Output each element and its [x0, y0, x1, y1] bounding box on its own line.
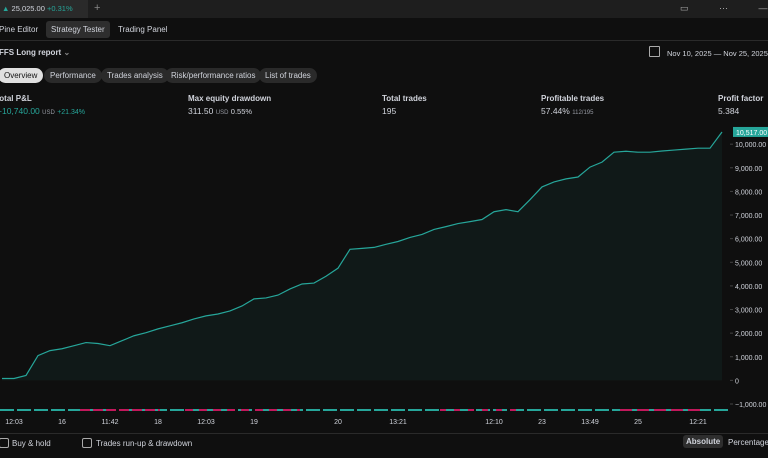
- x-tick-label: 11:42: [102, 419, 119, 425]
- tab-price: 25,025.00: [11, 4, 45, 13]
- subtab[interactable]: Risk/performance ratios: [165, 68, 262, 83]
- metric-label: Max equity drawdown: [188, 94, 272, 103]
- unit: USD: [42, 110, 55, 116]
- equity-area: [2, 131, 722, 381]
- report-title-text: FFS Long report: [0, 48, 62, 57]
- y-tick-label: 0: [735, 378, 739, 385]
- checkbox[interactable]: [0, 438, 9, 448]
- y-tick-label: 10,000.00: [735, 142, 766, 149]
- metric-label: Total trades: [382, 94, 427, 103]
- metric-value: +10,740.00 USD +21.34%: [0, 106, 85, 116]
- metric-label: Profitable trades: [541, 94, 605, 103]
- new-tab[interactable]: +: [94, 2, 101, 14]
- x-tick-label: 13:49: [581, 419, 599, 425]
- subtab[interactable]: Performance: [44, 68, 102, 83]
- y-tick-label: 7,000.00: [735, 213, 762, 220]
- y-tick-label: 1,000.00: [735, 355, 762, 362]
- calendar-icon[interactable]: [649, 46, 660, 57]
- y-tick-label: 8,000.00: [735, 189, 762, 196]
- x-tick-label: 23: [538, 419, 546, 425]
- x-tick-label: 12:10: [485, 419, 503, 425]
- toolbar-tab[interactable]: Pine Editor: [0, 25, 39, 34]
- absolute[interactable]: Absolute: [683, 435, 724, 448]
- window-controls: ▭ ⋯ —: [680, 3, 768, 13]
- x-tick-label: 12:21: [689, 419, 707, 425]
- metric-label: Total P&L: [0, 94, 32, 103]
- value: +10,740.00: [0, 106, 40, 116]
- y-tick-label: 3,000.00: [735, 308, 762, 315]
- value: 311.50: [188, 106, 214, 116]
- percentage[interactable]: Percentage: [728, 438, 768, 447]
- extra: +21.34%: [57, 109, 86, 116]
- toolbar-tab[interactable]: Strategy Tester: [46, 21, 110, 38]
- extra: 112/195: [572, 110, 594, 116]
- x-tick-label: 16: [58, 419, 66, 425]
- y-tick-label: 4,000.00: [735, 284, 762, 291]
- x-tick-label: 25: [634, 419, 642, 425]
- toolbar-tab[interactable]: Trading Panel: [118, 25, 168, 34]
- y-tick-label: 5,000.00: [735, 260, 762, 267]
- equity-chart: −1,000.00 0 1,000.00 2,000.00 3,000.00 4,000.…: [0, 126, 768, 425]
- metric-label: Profit factor: [718, 94, 764, 103]
- x-tick-label: 13:21: [389, 419, 407, 425]
- unit: USD: [215, 110, 229, 116]
- bottom-bar: [0, 433, 768, 458]
- current-value-label: 10,517.00: [736, 130, 767, 137]
- current-value-tag: [733, 126, 768, 137]
- x-tick-label: 18: [154, 419, 162, 425]
- subtab[interactable]: Trades analysis: [101, 68, 169, 83]
- runup[interactable]: Trades run-up & drawdown: [96, 439, 193, 448]
- value: 57.44%: [541, 106, 570, 116]
- date-range[interactable]: Nov 10, 2025 — Nov 25, 2025: [667, 49, 768, 58]
- y-tick-label: 9,000.00: [735, 166, 762, 173]
- tab[interactable]: ▲ 25,025.00 +0.31%: [0, 0, 88, 18]
- metric-value: 195: [382, 106, 397, 116]
- subtab[interactable]: List of trades: [259, 68, 317, 83]
- buy-hold[interactable]: Buy & hold: [12, 439, 51, 448]
- metric-value: 311.50 USD 0.55%: [188, 106, 252, 116]
- y-tick-label: 6,000.00: [735, 237, 762, 244]
- metric-value: 5.384: [718, 106, 740, 116]
- subtab[interactable]: Overview: [0, 68, 44, 83]
- x-tick-label: 12:03: [5, 419, 23, 425]
- equity-line: [2, 131, 723, 380]
- x-tick-label: 12:03: [197, 419, 215, 425]
- y-tick-label: 2,000.00: [735, 331, 762, 338]
- x-tick-label: 20: [334, 419, 342, 425]
- top-bar: ▲ 25,025.00 +0.31% + ▭ ⋯ —: [0, 0, 768, 18]
- report-title[interactable]: FFS Long report ⌄: [0, 48, 71, 57]
- metric-value: 57.44% 112/195: [541, 106, 593, 116]
- y-tick-label: −1,000.00: [735, 402, 766, 409]
- toolbar: [0, 18, 768, 41]
- extra: 0.55%: [230, 107, 253, 116]
- x-tick-label: 19: [250, 419, 258, 425]
- checkbox[interactable]: [82, 438, 92, 448]
- tab-change: +0.31%: [47, 4, 73, 13]
